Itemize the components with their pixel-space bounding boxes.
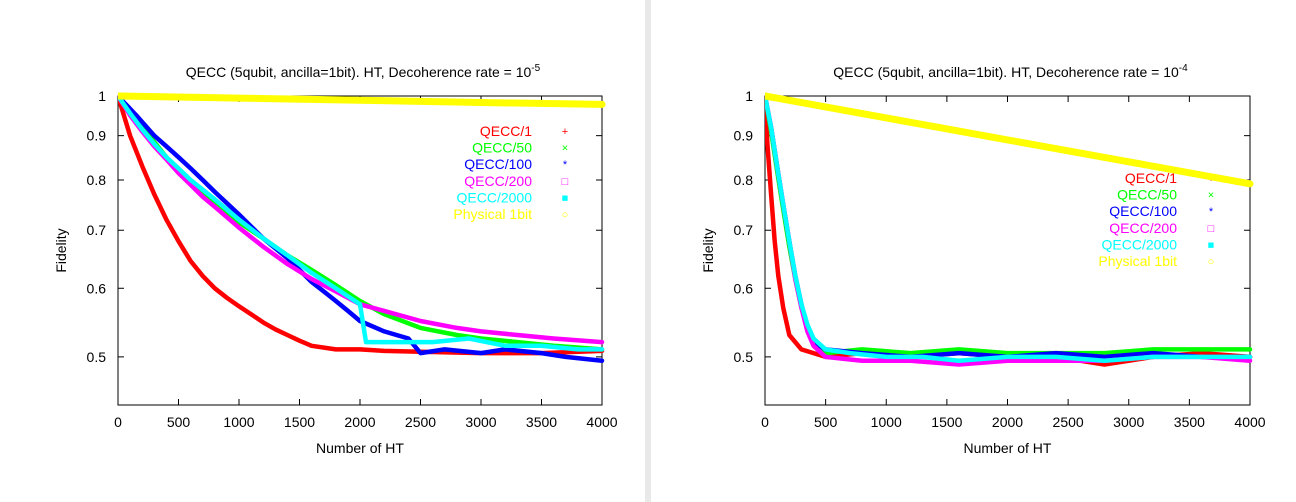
x-tick-label: 2000 xyxy=(344,414,375,430)
x-tick-label: 1000 xyxy=(871,414,902,430)
legend-marker: ■ xyxy=(562,192,569,204)
y-tick-label: 0.9 xyxy=(734,128,754,144)
x-tick-label: 3000 xyxy=(1113,414,1144,430)
chart-title: QECC (5qubit, ancilla=1bit). HT, Decoher… xyxy=(186,63,541,80)
fidelity-chart-right: QECC (5qubit, ancilla=1bit). HT, Decoher… xyxy=(700,63,1266,456)
x-tick-label: 0 xyxy=(114,414,122,430)
y-tick-label: 1 xyxy=(745,88,753,104)
series-line-4 xyxy=(118,93,605,352)
chart-title: QECC (5qubit, ancilla=1bit). HT, Decoher… xyxy=(833,63,1188,80)
series-line-5 xyxy=(118,92,606,108)
legend-label: Physical 1bit xyxy=(453,206,532,222)
y-tick-label: 0.6 xyxy=(87,280,107,296)
x-tick-label: 4000 xyxy=(1234,414,1265,430)
fidelity-chart-left: QECC (5qubit, ancilla=1bit). HT, Decoher… xyxy=(53,63,618,456)
legend-marker: × xyxy=(562,143,568,155)
x-tick-label: 2000 xyxy=(992,414,1023,430)
series-line-5 xyxy=(765,92,1254,188)
x-tick-label: 500 xyxy=(167,414,191,430)
x-tick-label: 3500 xyxy=(1174,414,1205,430)
y-tick-label: 1 xyxy=(98,88,106,104)
series-line-0 xyxy=(118,93,605,356)
series-line-2 xyxy=(765,93,1253,360)
legend-marker: * xyxy=(1209,206,1214,218)
chart-panel-left: QECC (5qubit, ancilla=1bit). HT, Decoher… xyxy=(0,0,645,502)
legend-marker: * xyxy=(563,159,568,171)
legend-label: QECC/1 xyxy=(480,123,532,139)
x-tick-label: 2500 xyxy=(405,414,436,430)
title-exponent: -4 xyxy=(1179,63,1188,74)
legend-marker: ○ xyxy=(562,209,569,221)
legend-label: QECC/100 xyxy=(1109,203,1177,219)
legend-label: QECC/200 xyxy=(464,173,532,189)
series-line-4 xyxy=(765,93,1253,363)
y-tick-label: 0.9 xyxy=(87,128,107,144)
chart-panel-right: QECC (5qubit, ancilla=1bit). HT, Decoher… xyxy=(651,0,1296,502)
legend-marker: × xyxy=(1208,190,1214,202)
series-line-3 xyxy=(765,93,1253,367)
legend-marker: + xyxy=(562,126,568,138)
y-tick-label: 0.8 xyxy=(87,172,107,188)
x-tick-label: 0 xyxy=(761,414,769,430)
y-tick-label: 0.7 xyxy=(734,222,754,238)
title-exponent: -5 xyxy=(531,63,540,74)
x-axis-label: Number of HT xyxy=(964,440,1052,456)
y-tick-label: 0.5 xyxy=(87,349,107,365)
y-tick-label: 0.7 xyxy=(87,222,107,238)
legend-label: QECC/50 xyxy=(1117,187,1177,203)
legend-label: QECC/100 xyxy=(464,156,532,172)
x-tick-label: 2500 xyxy=(1053,414,1084,430)
legend-marker: ■ xyxy=(1208,239,1215,251)
x-tick-label: 3000 xyxy=(465,414,496,430)
legend-label: QECC/2000 xyxy=(1102,236,1178,252)
x-tick-label: 3500 xyxy=(526,414,557,430)
x-tick-label: 500 xyxy=(814,414,838,430)
legend-label: QECC/50 xyxy=(472,140,532,156)
y-tick-label: 0.8 xyxy=(734,172,754,188)
y-axis-label: Fidelity xyxy=(700,228,716,272)
legend-label: QECC/1 xyxy=(1125,170,1177,186)
legend-label: QECC/200 xyxy=(1109,220,1177,236)
legend-label: Physical 1bit xyxy=(1098,253,1177,269)
y-axis-label: Fidelity xyxy=(53,228,69,272)
legend-label: QECC/2000 xyxy=(457,189,533,205)
y-tick-label: 0.5 xyxy=(734,349,754,365)
legend-marker: ○ xyxy=(1208,256,1215,268)
legend-marker: □ xyxy=(562,176,569,188)
series-line-1 xyxy=(765,93,1253,356)
x-axis-label: Number of HT xyxy=(316,440,404,456)
x-tick-label: 1500 xyxy=(931,414,962,430)
series-line-0 xyxy=(765,93,1253,367)
x-tick-label: 1500 xyxy=(284,414,315,430)
legend-marker: □ xyxy=(1208,223,1215,235)
x-tick-label: 4000 xyxy=(586,414,617,430)
x-tick-label: 1000 xyxy=(223,414,254,430)
y-tick-label: 0.6 xyxy=(734,280,754,296)
series-line-2 xyxy=(118,93,605,363)
